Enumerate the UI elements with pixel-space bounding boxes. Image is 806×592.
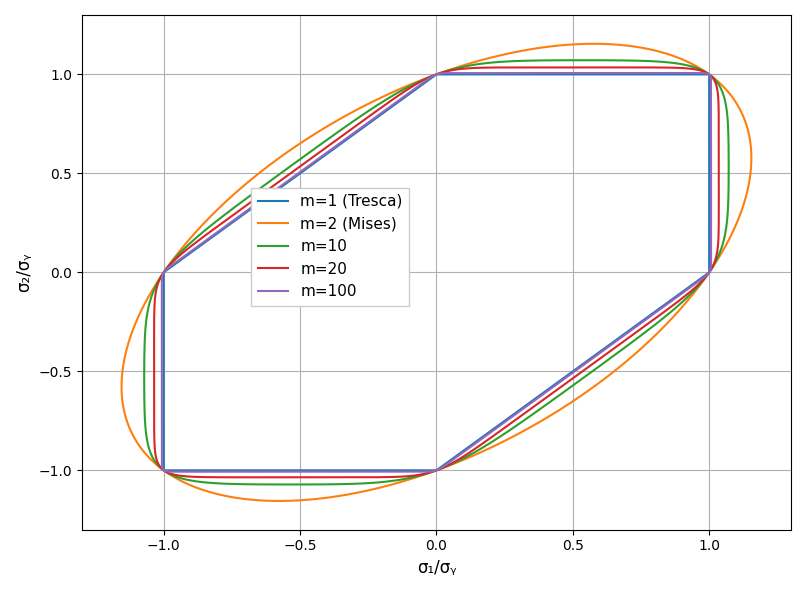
m=100 [332, 141, 342, 149]
Y-axis label: σ₂/σᵧ: σ₂/σᵧ [15, 253, 33, 292]
m=20 [573, 64, 583, 71]
m=100 [274, 184, 284, 191]
m=20 [149, 432, 159, 439]
m=2 (Mises) [533, 44, 542, 52]
m=1 (Tresca) [704, 71, 714, 78]
m=2 (Mises) [704, 269, 714, 276]
m=1 (Tresca) [704, 269, 714, 276]
m=20 [651, 314, 661, 321]
m=100 [235, 468, 245, 475]
m=20 [330, 138, 339, 145]
m=1 (Tresca) [159, 466, 168, 474]
X-axis label: σ₁/σᵧ: σ₁/σᵧ [417, 559, 456, 577]
m=10 [657, 316, 667, 323]
m=100 [521, 69, 531, 76]
m=20 [524, 64, 534, 71]
Line: m=20: m=20 [154, 67, 719, 477]
m=2 (Mises) [251, 172, 261, 179]
m=1 (Tresca) [432, 466, 442, 474]
m=1 (Tresca) [704, 269, 714, 276]
m=2 (Mises) [665, 317, 675, 324]
m=1 (Tresca) [432, 71, 442, 78]
m=10 [142, 436, 152, 443]
Legend: m=1 (Tresca), m=2 (Mises), m=10, m=20, m=100: m=1 (Tresca), m=2 (Mises), m=10, m=20, m… [251, 188, 409, 305]
m=20 [269, 182, 279, 189]
m=20 [181, 247, 191, 254]
m=2 (Mises) [176, 246, 185, 253]
m=10 [704, 269, 714, 276]
m=100 [631, 69, 641, 76]
Line: m=100: m=100 [162, 73, 711, 472]
m=10 [285, 481, 295, 488]
m=10 [578, 57, 588, 64]
m=10 [527, 57, 537, 64]
m=2 (Mises) [704, 269, 714, 276]
m=2 (Mises) [589, 40, 599, 47]
m=10 [178, 246, 188, 253]
m=2 (Mises) [134, 441, 143, 448]
m=100 [157, 428, 167, 435]
m=100 [704, 269, 714, 276]
Line: m=1 (Tresca): m=1 (Tresca) [164, 75, 709, 470]
m=2 (Mises) [274, 497, 284, 504]
m=20 [704, 269, 714, 276]
m=2 (Mises) [319, 125, 329, 132]
m=10 [264, 179, 273, 186]
m=1 (Tresca) [159, 269, 168, 276]
m=100 [645, 313, 654, 320]
m=100 [704, 269, 714, 276]
Line: m=2 (Mises): m=2 (Mises) [122, 44, 751, 501]
m=20 [704, 269, 714, 276]
m=20 [290, 474, 300, 481]
m=10 [326, 134, 335, 141]
Line: m=10: m=10 [144, 60, 729, 484]
m=10 [704, 269, 714, 276]
m=100 [187, 247, 197, 255]
